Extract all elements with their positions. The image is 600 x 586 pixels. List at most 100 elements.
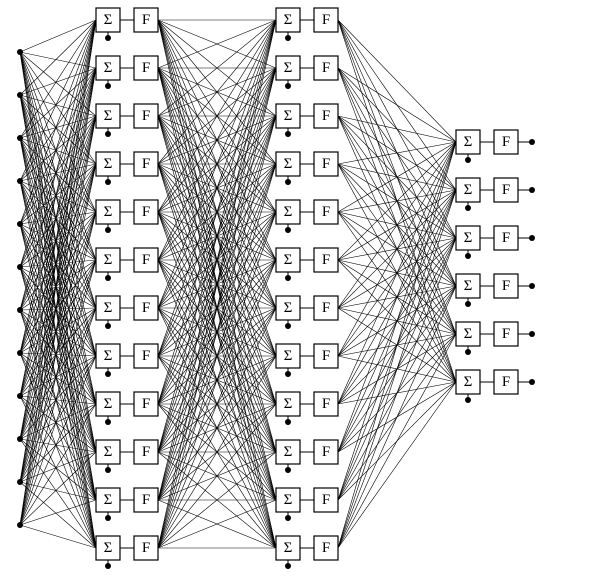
bias-dot: [285, 515, 291, 521]
f-label: F: [142, 60, 150, 76]
sigma-label: Σ: [104, 444, 113, 460]
bias-dot: [105, 179, 111, 185]
sigma-label: Σ: [284, 156, 293, 172]
input-dot: [17, 264, 23, 270]
f-label: F: [322, 348, 330, 364]
neuron: ΣF: [456, 130, 535, 163]
output-dot: [529, 235, 535, 241]
connection-edge: [338, 142, 456, 452]
sigma-label: Σ: [464, 182, 473, 198]
input-dot: [17, 307, 23, 313]
sigma-label: Σ: [464, 134, 473, 150]
connection-edge: [338, 20, 456, 142]
f-label: F: [142, 444, 150, 460]
f-label: F: [502, 278, 510, 294]
connection-edge: [338, 238, 456, 548]
output-dot: [529, 331, 535, 337]
input-dot: [17, 178, 23, 184]
sigma-label: Σ: [464, 278, 473, 294]
bias-dot: [465, 253, 471, 259]
neuron: ΣF: [456, 226, 535, 259]
sigma-label: Σ: [284, 12, 293, 28]
sigma-label: Σ: [284, 300, 293, 316]
bias-dot: [105, 467, 111, 473]
neuron: ΣF: [456, 274, 535, 307]
input-dot: [17, 92, 23, 98]
f-label: F: [322, 12, 330, 28]
input-dot: [17, 522, 23, 528]
f-label: F: [322, 396, 330, 412]
neuron: ΣF: [276, 536, 338, 569]
sigma-label: Σ: [284, 396, 293, 412]
f-label: F: [322, 540, 330, 556]
f-label: F: [142, 12, 150, 28]
sigma-label: Σ: [104, 492, 113, 508]
sigma-label: Σ: [284, 492, 293, 508]
f-label: F: [322, 156, 330, 172]
f-label: F: [322, 492, 330, 508]
sigma-label: Σ: [284, 444, 293, 460]
f-label: F: [142, 540, 150, 556]
bias-dot: [105, 419, 111, 425]
output-dot: [529, 379, 535, 385]
neuron: ΣF: [96, 536, 158, 569]
bias-dot: [285, 323, 291, 329]
connection-edge: [338, 142, 456, 260]
neuron: ΣF: [96, 56, 158, 89]
connection-edge: [338, 382, 456, 548]
f-label: F: [322, 300, 330, 316]
neuron: ΣF: [276, 104, 338, 137]
f-label: F: [142, 300, 150, 316]
input-dot: [17, 221, 23, 227]
connection-edge: [20, 20, 96, 138]
neuron: ΣF: [276, 200, 338, 233]
connection-edge: [20, 20, 96, 52]
f-label: F: [322, 60, 330, 76]
neuron: ΣF: [96, 152, 158, 185]
f-label: F: [142, 492, 150, 508]
bias-dot: [285, 419, 291, 425]
connection-edge: [338, 190, 456, 548]
connection-edge: [20, 20, 96, 224]
connection-edge: [338, 142, 456, 548]
bias-dot: [465, 349, 471, 355]
sigma-label: Σ: [284, 252, 293, 268]
neuron: ΣF: [276, 440, 338, 473]
neuron: ΣF: [96, 488, 158, 521]
neuron: ΣF: [96, 104, 158, 137]
sigma-label: Σ: [284, 540, 293, 556]
connection-edge: [20, 525, 96, 548]
bias-dot: [465, 157, 471, 163]
sigma-label: Σ: [464, 326, 473, 342]
neuron: ΣF: [276, 344, 338, 377]
bias-dot: [285, 371, 291, 377]
f-label: F: [322, 252, 330, 268]
neuron: ΣF: [456, 322, 535, 355]
sigma-label: Σ: [104, 156, 113, 172]
f-label: F: [502, 230, 510, 246]
sigma-label: Σ: [104, 12, 113, 28]
neuron: ΣF: [96, 248, 158, 281]
neuron: ΣF: [96, 200, 158, 233]
bias-dot: [105, 275, 111, 281]
neuron: ΣF: [276, 488, 338, 521]
sigma-label: Σ: [104, 204, 113, 220]
sigma-label: Σ: [104, 60, 113, 76]
connection-edge: [338, 142, 456, 164]
sigma-label: Σ: [284, 60, 293, 76]
connection-edge: [338, 142, 456, 308]
bias-dot: [285, 35, 291, 41]
connection-edge: [338, 142, 456, 500]
connection-edge: [338, 116, 456, 142]
neuron: ΣF: [96, 392, 158, 425]
f-label: F: [142, 252, 150, 268]
input-dot: [17, 393, 23, 399]
output-dot: [529, 283, 535, 289]
neuron: ΣF: [276, 248, 338, 281]
bias-dot: [285, 227, 291, 233]
connection-edge: [20, 68, 96, 482]
f-label: F: [322, 204, 330, 220]
input-dot: [17, 436, 23, 442]
sigma-label: Σ: [464, 374, 473, 390]
f-label: F: [142, 204, 150, 220]
